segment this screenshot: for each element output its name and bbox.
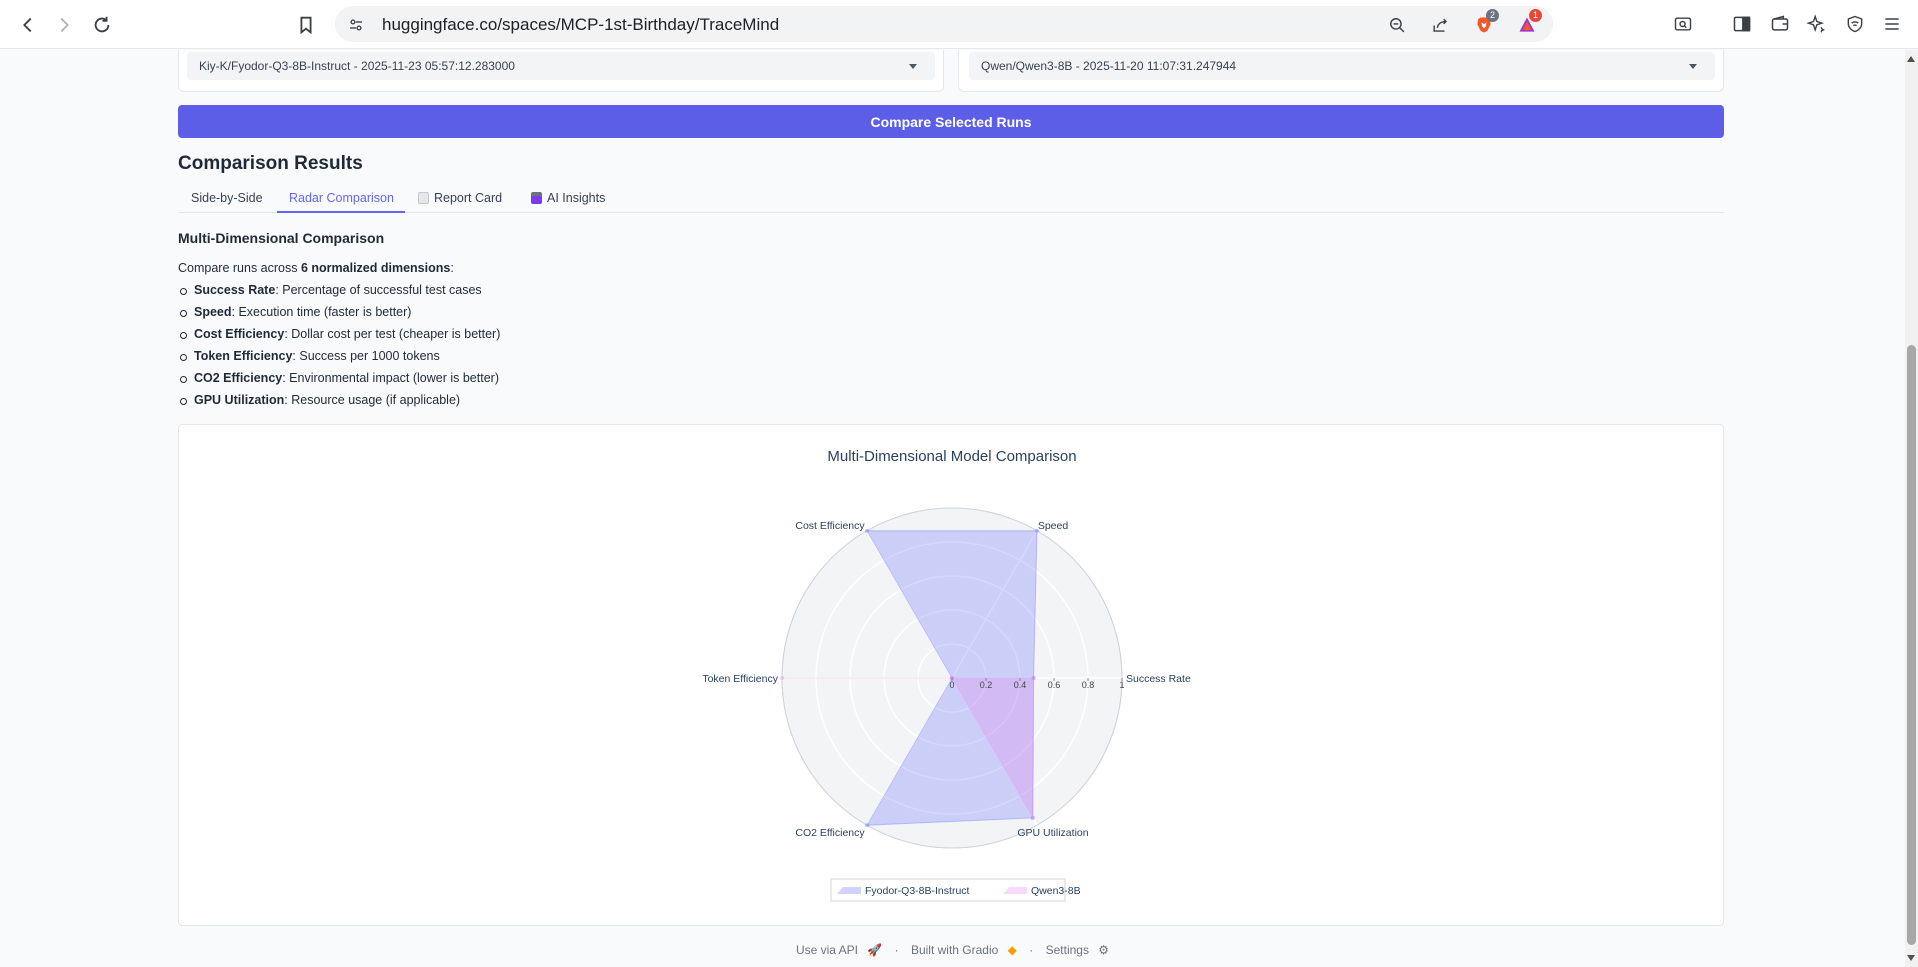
page-content: Kiy-K/Fyodor-Q3-8B-Instruct - 2025-11-23… [0,50,1905,967]
address-bar[interactable]: huggingface.co/spaces/MCP-1st-Birthday/T… [335,6,1553,42]
radial-tick-label: 0.8 [1082,680,1095,690]
axis-label: CO2 Efficiency [795,827,865,839]
bookmark-icon[interactable] [292,11,320,39]
radar-chart[interactable]: Multi-Dimensional Model Comparison 0 0.2 0.… [179,425,1725,927]
radar-chart-panel: Multi-Dimensional Model Comparison 0 0.2 0.… [178,424,1724,926]
tab-side-by-side[interactable]: Side-by-Side [191,191,263,205]
run-b-select[interactable]: Qwen/Qwen3-8B - 2025-11-20 11:07:31.2479… [969,52,1715,80]
report-icon [418,192,429,204]
run-b-value: Qwen/Qwen3-8B - 2025-11-20 11:07:31.2479… [981,59,1237,73]
comparison-tabs: Side-by-Side Radar Comparison Report Car… [178,185,1724,213]
run-b-panel: Qwen/Qwen3-8B - 2025-11-20 11:07:31.2479… [958,50,1724,92]
brave-shield-icon[interactable] [1473,14,1495,36]
axis-label: Token Efficiency [702,673,778,685]
alert-badge: 1 [1529,9,1542,22]
reload-icon[interactable] [88,11,116,39]
run-a-select[interactable]: Kiy-K/Fyodor-Q3-8B-Instruct - 2025-11-23… [187,52,935,80]
url-text[interactable]: huggingface.co/spaces/MCP-1st-Birthday/T… [382,15,780,34]
series-1-area [782,677,1035,820]
radial-tick-label: 1 [1119,680,1124,690]
chevron-down-icon [909,64,917,69]
page-scrollbar[interactable] [1905,50,1918,967]
footer-separator: · [894,943,899,957]
back-icon[interactable] [14,11,42,39]
axis-label: Cost Efficiency [795,520,865,532]
rocket-icon: 🚀 [867,943,883,957]
browser-toolbar: huggingface.co/spaces/MCP-1st-Birthday/T… [0,0,1918,49]
list-item: GPU Utilization: Resource usage (if appl… [178,392,500,414]
zoom-out-icon[interactable] [1386,14,1408,36]
gradio-link[interactable]: Built with Gradio ◆ [910,943,1017,957]
gear-icon: ⚙ [1098,943,1110,957]
scrollbar-thumb[interactable] [1907,345,1916,945]
grid-spoke [951,677,1038,826]
vpn-icon[interactable] [1844,13,1866,35]
radial-tick-label: 0.4 [1014,680,1027,690]
brave-badge: 2 [1486,9,1499,22]
scroll-down-icon[interactable] [1907,955,1915,961]
list-item: Speed: Execution time (faster is better) [178,304,500,326]
series-0-point [1035,528,1039,533]
series-1-point [1030,815,1035,820]
legend-swatch[interactable] [1003,887,1027,894]
panel-intro: Compare runs across 6 normalized dimensi… [178,261,454,275]
series-0-point [865,823,869,828]
run-a-panel: Kiy-K/Fyodor-Q3-8B-Instruct - 2025-11-23… [178,50,944,92]
legend-label[interactable]: Fyodor-Q3-8B-Instruct [865,885,970,897]
settings-link[interactable]: Settings ⚙ [1045,943,1110,957]
series-0-point [1031,676,1036,680]
forward-icon[interactable] [50,11,78,39]
list-item: CO2 Efficiency: Environmental impact (lo… [178,370,500,392]
chart-legend: Fyodor-Q3-8B-Instruct Qwen3-8B [830,878,1081,902]
series-0-point [865,528,869,533]
compare-runs-button[interactable]: Compare Selected Runs [178,105,1724,138]
radial-tick-label: 0 [949,680,954,690]
list-item: Cost Efficiency: Dollar cost per test (c… [178,326,500,348]
radial-tick-label: 0.6 [1048,680,1061,690]
radial-tick-label: 0.2 [980,680,993,690]
leo-ai-icon[interactable] [1805,13,1827,35]
share-icon[interactable] [1429,14,1451,36]
site-settings-icon[interactable] [345,14,367,36]
grid-spoke [866,530,953,679]
grid-spoke [951,530,1038,679]
series-1-point [1031,676,1036,680]
tab-search-icon[interactable] [1672,13,1694,35]
robot-icon [531,192,542,204]
scroll-up-icon[interactable] [1907,56,1915,62]
use-api-link[interactable]: Use via API 🚀 [795,943,883,957]
wallet-icon[interactable] [1769,13,1791,35]
tab-radar-comparison[interactable]: Radar Comparison [277,185,405,213]
tab-report-card[interactable]: Report Card [413,185,518,213]
list-item: Success Rate: Percentage of successful t… [178,282,500,304]
series-1-point [780,676,784,680]
menu-icon[interactable] [1881,13,1903,35]
list-item: Token Efficiency: Success per 1000 token… [178,348,500,370]
legend-label[interactable]: Qwen3-8B [1031,885,1081,897]
grid-spoke [866,677,953,826]
series-0-point [1030,815,1035,820]
legend-box [830,878,1066,902]
axis-label: Success Rate [1126,673,1191,685]
chevron-down-icon [1689,64,1697,69]
chart-title: Multi-Dimensional Model Comparison [827,448,1076,465]
gradio-logo-icon: ◆ [1007,943,1017,957]
comparison-results-heading: Comparison Results [178,153,363,174]
rewards-icon[interactable] [1516,14,1538,36]
axis-label: Speed [1038,520,1069,532]
legend-swatch[interactable] [837,887,861,894]
panel-title: Multi-Dimensional Comparison [178,230,385,246]
footer-separator: · [1029,943,1034,957]
sidebar-icon[interactable] [1731,13,1753,35]
run-a-value: Kiy-K/Fyodor-Q3-8B-Instruct - 2025-11-23… [199,59,515,73]
axis-label: GPU Utilization [1017,827,1088,839]
tab-ai-insights[interactable]: AI Insights [526,185,626,213]
dimension-list: Success Rate: Percentage of successful t… [178,282,500,414]
footer: Use via API 🚀 · Built with Gradio ◆ · Se… [0,943,1905,957]
